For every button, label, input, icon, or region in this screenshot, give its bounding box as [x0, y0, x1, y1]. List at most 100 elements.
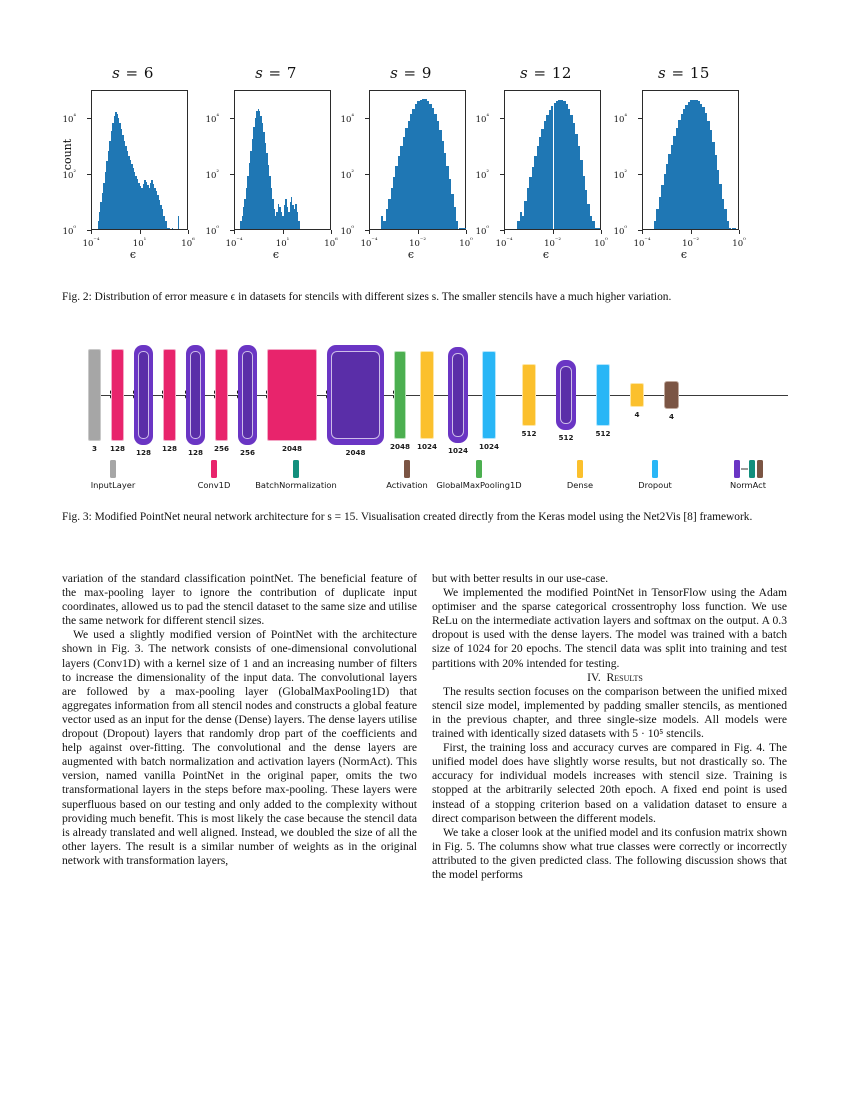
- histogram-bar: [729, 228, 732, 229]
- histogram-bar: [149, 182, 152, 229]
- histogram-bar: [446, 165, 449, 229]
- network-layer-size-label: 2048: [281, 444, 302, 453]
- histogram-bar: [136, 179, 139, 229]
- histogram-bar: [97, 220, 100, 229]
- legend-label: Conv1D: [197, 480, 231, 490]
- y-axis-tick-mark: [365, 230, 369, 231]
- network-layer-size-label: 512: [558, 433, 574, 442]
- y-axis-tick-label: 10⁰: [62, 224, 76, 237]
- histogram-bar: [663, 174, 667, 229]
- x-axis-tick-label: 10⁻²: [544, 236, 561, 249]
- x-axis-tick-mark: [504, 230, 505, 234]
- histogram-bar: [548, 109, 552, 229]
- y-axis-tick-mark: [230, 174, 234, 175]
- network-layer-normact: [238, 345, 257, 445]
- histogram-bar: [277, 203, 280, 229]
- histogram-bar: [393, 176, 396, 229]
- x-axis-tick-mark: [466, 230, 467, 234]
- histogram-bar: [129, 159, 132, 229]
- histogram-bar: [158, 199, 161, 229]
- network-layer-normact: [134, 345, 153, 445]
- y-axis-tick-label: 10⁰: [340, 224, 354, 237]
- x-axis-tick-label: 10⁻⁴: [360, 236, 378, 249]
- network-layer-size-label: 128: [161, 444, 177, 453]
- histogram-bar: [247, 175, 249, 229]
- x-axis-tick-mark: [331, 230, 332, 234]
- y-axis-tick-mark: [500, 118, 504, 119]
- histogram-bar: [383, 220, 386, 229]
- network-layer-normact: [186, 345, 205, 445]
- histogram-bar: [264, 142, 267, 229]
- histogram-bar: [400, 145, 403, 229]
- network-layer-normact: [327, 345, 384, 445]
- y-axis-tick-label: 10⁴: [475, 112, 489, 125]
- histogram-bar: [123, 140, 126, 229]
- histogram-bar: [529, 177, 532, 229]
- y-axis-tick-mark: [365, 174, 369, 175]
- network-layer-dense: [630, 383, 644, 407]
- histogram-bar: [534, 156, 537, 229]
- histogram-bar: [709, 130, 713, 229]
- histogram-bar: [279, 207, 281, 229]
- y-axis-tick-mark: [230, 118, 234, 119]
- histogram-bar: [244, 198, 246, 229]
- histogram-bar: [164, 220, 166, 229]
- histogram-bar: [439, 130, 442, 229]
- histogram-bar: [139, 185, 142, 229]
- y-axis-tick-mark: [638, 118, 642, 119]
- histogram-bar: [666, 163, 669, 229]
- histogram-bar: [266, 153, 268, 229]
- histogram-bar: [104, 171, 107, 229]
- histogram-bar: [517, 220, 520, 229]
- x-axis-label: ϵ: [680, 248, 688, 261]
- histogram-bar: [597, 228, 600, 229]
- histogram-bar: [521, 215, 525, 229]
- histogram-bar: [570, 114, 573, 229]
- x-axis-tick-mark: [417, 230, 419, 234]
- histogram-bar: [152, 184, 155, 229]
- y-axis-label: count: [61, 138, 75, 171]
- histogram-bar: [261, 123, 264, 229]
- histogram-bar: [714, 155, 717, 229]
- histogram-panel-1: s = 7 10⁰ 10² 10⁴ 10⁻⁴ 10¹ 10⁶ ϵ: [201, 60, 351, 275]
- histogram-bar: [101, 192, 104, 229]
- histogram-bar: [707, 120, 710, 229]
- x-axis-tick-label: 10¹: [275, 236, 290, 249]
- histogram-bar: [397, 155, 401, 229]
- histogram-bar: [412, 108, 415, 229]
- histogram-bar: [293, 209, 296, 229]
- histogram-bar: [678, 120, 681, 229]
- network-layer-size-label: 128: [187, 448, 203, 457]
- histogram-bar: [133, 171, 136, 229]
- histogram-title: s = 7: [255, 64, 297, 82]
- histogram-bar: [289, 202, 291, 229]
- x-axis-tick-label: 10⁶: [181, 236, 195, 249]
- network-layer-size-label: 512: [521, 429, 537, 438]
- histogram-bar: [126, 151, 129, 229]
- histogram-bar: [531, 166, 535, 229]
- x-axis-tick-mark: [91, 230, 92, 234]
- legend-label: BatchNormalization: [255, 480, 337, 490]
- histogram-bar: [575, 133, 578, 229]
- histogram-bar: [155, 191, 158, 229]
- histogram-bar: [546, 114, 549, 229]
- figure-2-histograms: s = 6 10⁰ 10² 10⁴ 10⁻⁴ 10¹ 10⁶ ϵ count s = 7 10⁰ 10…: [0, 60, 850, 275]
- histogram-bar: [568, 108, 571, 229]
- y-axis-tick-label: 10⁴: [205, 112, 219, 125]
- body-paragraph: We used a slightly modified version of P…: [62, 628, 417, 867]
- histogram-bar: [417, 101, 420, 229]
- histogram-bar: [460, 228, 464, 229]
- histogram-bar: [572, 123, 576, 229]
- histogram-bar: [443, 152, 447, 229]
- x-axis-label: ϵ: [407, 248, 415, 261]
- y-axis-tick-label: 10⁴: [62, 112, 76, 125]
- histogram-bar: [653, 220, 657, 229]
- histogram-bar: [388, 198, 391, 229]
- x-axis-tick-mark: [282, 230, 284, 234]
- histogram-bar: [273, 209, 275, 229]
- histogram-bar: [245, 187, 248, 229]
- histogram-bar: [259, 110, 261, 229]
- histogram-bar: [458, 228, 461, 229]
- y-axis-tick-mark: [87, 118, 91, 119]
- legend-label: InputLayer: [90, 480, 136, 490]
